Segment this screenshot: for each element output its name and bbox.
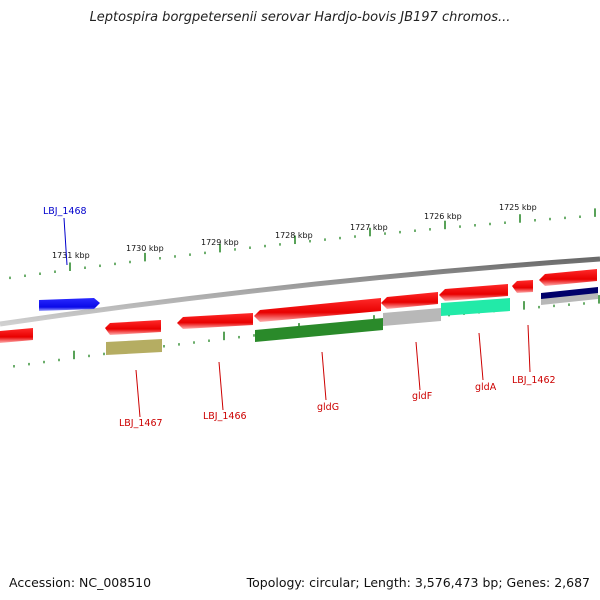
gene-left-partial[interactable] (0, 328, 33, 343)
label-LBJ_1468[interactable]: LBJ_1468 (43, 206, 87, 217)
gene-LBJ_1466[interactable] (177, 313, 253, 329)
label-LBJ_1462[interactable]: LBJ_1462 (512, 375, 556, 386)
scale-label-1728: 1728 kbp (275, 231, 313, 240)
feature-grey (383, 308, 441, 326)
gene-LBJ_1462[interactable] (512, 280, 533, 293)
label-LBJ_1467[interactable]: LBJ_1467 (119, 418, 163, 429)
scale-label-1725: 1725 kbp (499, 203, 537, 212)
accession-text: Accession: NC_008510 (9, 575, 152, 590)
leader-LBJ_1466 (218, 361, 224, 411)
scale-label-1730: 1730 kbp (126, 244, 164, 253)
leader-gldF (415, 341, 421, 391)
label-LBJ_1466[interactable]: LBJ_1466 (203, 411, 247, 422)
label-gldG[interactable]: gldG (317, 402, 339, 413)
scale-label-1729: 1729 kbp (201, 238, 239, 247)
leader-LBJ_1467 (135, 369, 141, 418)
gene-LBJ_1468[interactable] (39, 298, 100, 311)
label-gldF[interactable]: gldF (412, 391, 432, 402)
scale-label-1731: 1731 kbp (52, 251, 90, 260)
leader-LBJ_1468 (63, 217, 68, 266)
label-gldA[interactable]: gldA (475, 382, 497, 393)
leader-gldG (321, 351, 327, 401)
scale-label-1726: 1726 kbp (424, 212, 462, 221)
feature-cyan (441, 298, 510, 316)
gene-gldG[interactable] (254, 298, 381, 322)
map-title: Leptospira borgpetersenii serovar Hardjo… (89, 10, 511, 25)
gene-gldF[interactable] (381, 292, 438, 309)
scale-label-1727: 1727 kbp (350, 223, 388, 232)
topology-summary: Topology: circular; Length: 3,576,473 bp… (246, 575, 590, 590)
feature-khaki (106, 339, 162, 355)
gene-right-partial[interactable] (539, 269, 597, 286)
chromosome-backbone (0, 256, 600, 327)
feature-green (255, 318, 383, 342)
leader-LBJ_1462 (527, 324, 531, 373)
gene-gldA[interactable] (439, 284, 508, 301)
upper-scale (9, 208, 596, 280)
leader-gldA (478, 332, 484, 381)
feature-grey-right (541, 293, 598, 305)
gene-LBJ_1467[interactable] (105, 320, 161, 335)
